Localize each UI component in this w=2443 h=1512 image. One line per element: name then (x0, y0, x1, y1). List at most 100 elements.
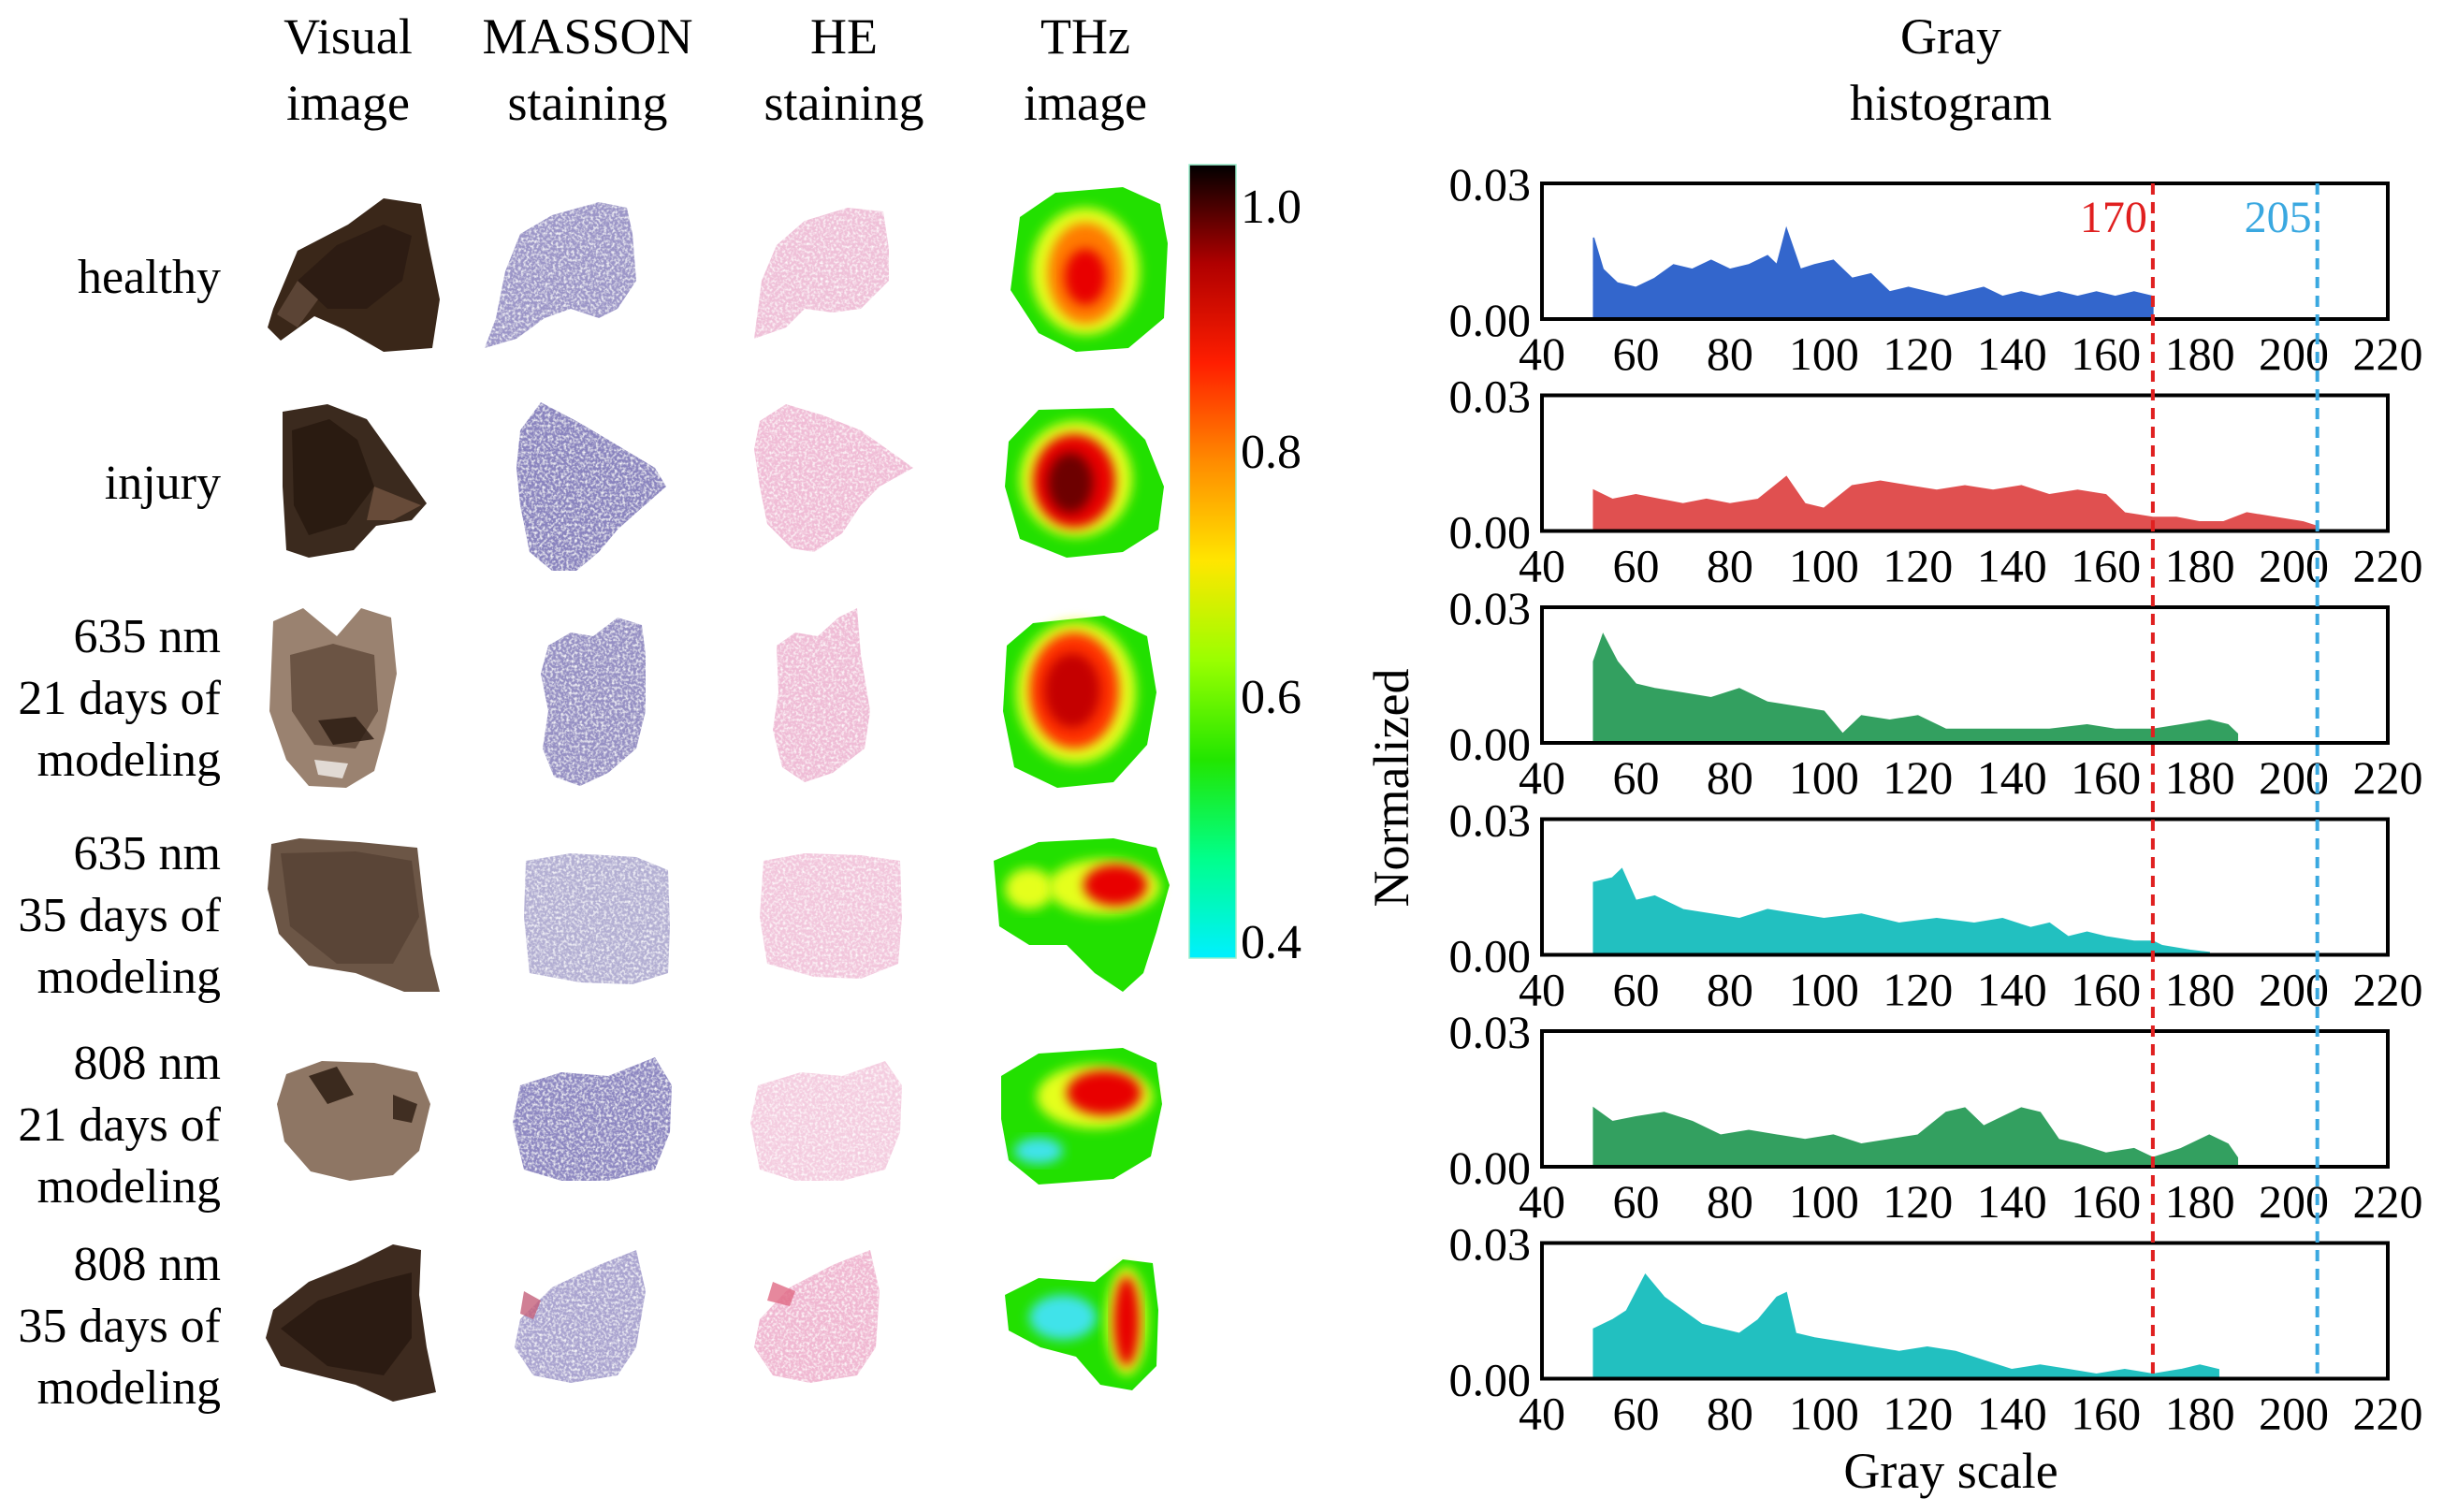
row-label-r6-l1: 808 nm (74, 1238, 221, 1291)
histogram-xtick-6-140: 140 (1977, 1388, 2047, 1440)
histogram-frame-1 (1540, 182, 2390, 321)
histogram-xtick-2-120: 120 (1883, 540, 1953, 592)
histogram-xtick-1-100: 100 (1789, 327, 1859, 380)
histogram-xtick-5-220: 220 (2353, 1175, 2423, 1228)
histogram-xtick-6-160: 160 (2071, 1388, 2141, 1440)
histogram-xtick-6-120: 120 (1883, 1388, 1953, 1440)
histogram-ytick-high-2: 0.03 (1449, 371, 1532, 423)
he-635-35 (760, 853, 902, 979)
histogram-ytick-high-4: 0.03 (1449, 794, 1532, 847)
histogram-xtick-3-200: 200 (2259, 751, 2329, 804)
histogram-xtick-6-220: 220 (2353, 1388, 2423, 1440)
thz-injury (1005, 408, 1164, 558)
colorbar-tick-3: 0.6 (1241, 671, 1301, 724)
colorbar-tick-2: 0.8 (1241, 426, 1301, 479)
colorbar: 1.0 0.8 0.6 0.4 (1188, 164, 1301, 969)
row-label-r6-l3: modeling (37, 1361, 221, 1415)
masson-healthy (485, 202, 636, 348)
column-headers: Visual image MASSON staining HE staining… (284, 8, 2052, 131)
histogram-xtick-4-80: 80 (1707, 964, 1753, 1016)
histogram-xtick-3-180: 180 (2165, 751, 2235, 804)
histogram-area-6 (1592, 1272, 2219, 1380)
histogram-xtick-2-160: 160 (2071, 540, 2141, 592)
masson-staining-column (485, 202, 672, 1383)
histogram-panel-3: 0.00 0.03 40 60 80 100 120 140 160 180 200 220 (1449, 582, 2423, 804)
thz-healthy (1011, 187, 1168, 352)
histogram-xtick-3-100: 100 (1789, 751, 1859, 804)
header-masson-l1: MASSON (482, 8, 692, 65)
histogram-xtick-1-180: 180 (2165, 327, 2235, 380)
row-label-injury: injury (105, 457, 221, 510)
histogram-xtick-4-220: 220 (2353, 964, 2423, 1016)
colorbar-fill (1188, 164, 1237, 959)
row-label-r4-l3: modeling (37, 951, 221, 1004)
header-he-l1: HE (810, 8, 878, 65)
histogram-ytick-low-5: 0.00 (1449, 1141, 1532, 1194)
histogram-xtick-6-200: 200 (2259, 1388, 2329, 1440)
histogram-panel-6: 0.00 0.03 40 60 80 100 120 140 160 180 200 220 (1449, 1218, 2423, 1440)
histogram-xtick-1-60: 60 (1612, 327, 1659, 380)
histogram-ytick-low-4: 0.00 (1449, 930, 1532, 982)
row-labels: healthy injury 635 nm 21 days of modelin… (18, 251, 221, 1415)
masson-808-35 (515, 1250, 646, 1383)
histogram-xtick-4-180: 180 (2165, 964, 2235, 1016)
x-axis-title: Gray scale (1843, 1443, 2058, 1499)
histogram-xtick-1-120: 120 (1883, 327, 1953, 380)
header-thz-l1: THz (1040, 8, 1130, 65)
he-healthy (754, 208, 889, 339)
histogram-ytick-high-6: 0.03 (1449, 1218, 1532, 1271)
histogram-xtick-6-100: 100 (1789, 1388, 1859, 1440)
histogram-xtick-3-160: 160 (2071, 751, 2141, 804)
histogram-xtick-5-180: 180 (2165, 1175, 2235, 1228)
histogram-frame-4 (1540, 817, 2390, 957)
thz-image-column (994, 187, 1170, 1390)
histogram-xtick-2-80: 80 (1707, 540, 1753, 592)
row-label-r6-l2: 35 days of (18, 1300, 221, 1353)
row-label-r3-l2: 21 days of (18, 672, 221, 725)
y-axis-title: Normalized (1363, 669, 1419, 908)
row-label-r3-l3: modeling (37, 734, 221, 787)
colorbar-tick-1: 1.0 (1241, 181, 1301, 234)
visual-image-injury (283, 404, 427, 558)
header-hist-l1: Gray (1900, 8, 2001, 65)
row-label-r5-l2: 21 days of (18, 1098, 221, 1152)
row-label-r5-l1: 808 nm (74, 1037, 221, 1090)
masson-635-35 (524, 853, 670, 984)
colorbar-tick-4: 0.4 (1241, 916, 1301, 969)
visual-image-808-21 (277, 1061, 430, 1181)
he-injury (754, 404, 913, 552)
row-label-r4-l2: 35 days of (18, 889, 221, 942)
histogram-xtick-2-180: 180 (2165, 540, 2235, 592)
row-label-r5-l3: modeling (37, 1160, 221, 1214)
visual-image-635-35 (268, 838, 440, 992)
header-hist-l2: histogram (1850, 75, 2052, 131)
he-staining-column (750, 208, 913, 1383)
histogram-xtick-3-40: 40 (1519, 751, 1565, 804)
histogram-frame-2 (1540, 393, 2390, 533)
masson-injury (516, 402, 666, 571)
histogram-xtick-5-40: 40 (1519, 1175, 1565, 1228)
histogram-xtick-2-60: 60 (1612, 540, 1659, 592)
visual-image-808-35 (266, 1244, 436, 1402)
header-visual-l1: Visual (284, 8, 413, 65)
histogram-xtick-5-60: 60 (1612, 1175, 1659, 1228)
histogram-xtick-2-140: 140 (1977, 540, 2047, 592)
histogram-area-3 (1592, 632, 2239, 744)
histogram-xtick-2-220: 220 (2353, 540, 2423, 592)
histogram-xtick-5-100: 100 (1789, 1175, 1859, 1228)
histogram-xtick-5-140: 140 (1977, 1175, 2047, 1228)
histogram-xtick-6-180: 180 (2165, 1388, 2235, 1440)
histogram-xtick-4-160: 160 (2071, 964, 2141, 1016)
header-he-l2: staining (764, 75, 924, 131)
histogram-area-1 (1592, 225, 2154, 320)
histogram-xtick-1-40: 40 (1519, 327, 1565, 380)
histogram-xtick-1-160: 160 (2071, 327, 2141, 380)
histogram-xtick-4-120: 120 (1883, 964, 1953, 1016)
histogram-xtick-3-80: 80 (1707, 751, 1753, 804)
histogram-xtick-6-80: 80 (1707, 1388, 1753, 1440)
histogram-area-4 (1592, 867, 2210, 956)
histogram-ytick-high-5: 0.03 (1449, 1006, 1532, 1058)
reference-label-170: 170 (2080, 193, 2147, 242)
